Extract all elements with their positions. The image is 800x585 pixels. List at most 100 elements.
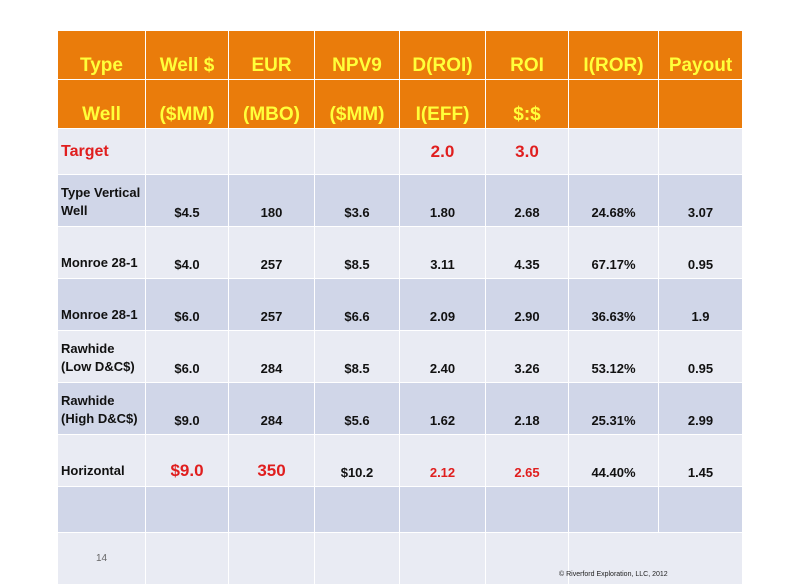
row-npv: $3.6 [314, 174, 400, 227]
copyright-cell: © Riverford Exploration, LLC, 2012 [559, 532, 743, 585]
empty-cell [399, 486, 486, 533]
row-payout: 1.9 [658, 278, 743, 331]
row-d-roi: 2.40 [399, 330, 486, 383]
row-eur: 257 [228, 278, 315, 331]
header-row-1: Type Well $ EUR NPV9 D(ROI) ROI I(ROR) P… [57, 30, 743, 80]
empty-cell [568, 128, 659, 175]
row-payout: 0.95 [658, 330, 743, 383]
header-roi: ROI [485, 30, 569, 80]
empty-cell [485, 486, 569, 533]
row-i-ror: 24.68% [568, 174, 659, 227]
page-number: 14 [57, 532, 146, 585]
row-name: Rawhide (Low D&C$) [57, 330, 146, 383]
header-i-eff: I(EFF) [399, 79, 486, 129]
row-payout: 2.99 [658, 382, 743, 435]
row-i-ror: 53.12% [568, 330, 659, 383]
table-row: Type Vertical Well $4.5 180 $3.6 1.80 2.… [57, 174, 743, 227]
header-i-ror: I(ROR) [568, 30, 659, 80]
row-payout: 3.07 [658, 174, 743, 227]
empty-cell [228, 486, 315, 533]
row-d-roi: 2.09 [399, 278, 486, 331]
empty-cell [314, 128, 400, 175]
row-npv: $10.2 [314, 434, 400, 487]
row-npv: $8.5 [314, 330, 400, 383]
row-eur: 284 [228, 330, 315, 383]
row-d-roi: 1.80 [399, 174, 486, 227]
row-d-roi: 2.12 [399, 434, 486, 487]
row-roi: 4.35 [485, 226, 569, 279]
header-d-roi: D(ROI) [399, 30, 486, 80]
empty-row [57, 486, 743, 533]
well-economics-table: Type Well $ EUR NPV9 D(ROI) ROI I(ROR) P… [57, 30, 743, 585]
target-d-roi: 2.0 [399, 128, 486, 175]
row-well-cost: $6.0 [145, 278, 229, 331]
row-i-ror: 67.17% [568, 226, 659, 279]
header-npv9: NPV9 [314, 30, 400, 80]
row-i-ror: 44.40% [568, 434, 659, 487]
row-npv: $5.6 [314, 382, 400, 435]
header-roi-unit: $:$ [485, 79, 569, 129]
row-eur: 350 [228, 434, 315, 487]
empty-cell [314, 532, 400, 585]
empty-cell [145, 532, 229, 585]
header-eur-unit: (MBO) [228, 79, 315, 129]
row-payout: 1.45 [658, 434, 743, 487]
row-i-ror: 36.63% [568, 278, 659, 331]
header-npv9-unit: ($MM) [314, 79, 400, 129]
empty-cell [145, 128, 229, 175]
row-name: Horizontal [57, 434, 146, 487]
row-d-roi: 3.11 [399, 226, 486, 279]
target-roi: 3.0 [485, 128, 569, 175]
row-roi: 2.18 [485, 382, 569, 435]
header-well: Well [57, 79, 146, 129]
empty-cell [485, 532, 569, 585]
row-name: Monroe 28-1 [57, 226, 146, 279]
row-roi: 2.68 [485, 174, 569, 227]
row-eur: 284 [228, 382, 315, 435]
header-eur: EUR [228, 30, 315, 80]
row-well-cost: $9.0 [145, 434, 229, 487]
empty-cell [568, 486, 659, 533]
empty-cell [399, 532, 486, 585]
table-row: Monroe 28-1 $6.0 257 $6.6 2.09 2.90 36.6… [57, 278, 743, 331]
row-well-cost: $4.0 [145, 226, 229, 279]
footer-row: 14 © Riverford Exploration, LLC, 2012 [57, 532, 743, 585]
table-row: Monroe 28-1 $4.0 257 $8.5 3.11 4.35 67.1… [57, 226, 743, 279]
row-roi: 2.65 [485, 434, 569, 487]
row-well-cost: $6.0 [145, 330, 229, 383]
row-name: Rawhide (High D&C$) [57, 382, 146, 435]
header-type: Type [57, 30, 146, 80]
table-row: Rawhide (High D&C$) $9.0 284 $5.6 1.62 2… [57, 382, 743, 435]
row-well-cost: $4.5 [145, 174, 229, 227]
empty-cell [145, 486, 229, 533]
row-roi: 2.90 [485, 278, 569, 331]
empty-cell [658, 128, 743, 175]
target-label: Target [57, 128, 146, 175]
row-i-ror: 25.31% [568, 382, 659, 435]
copyright-text: © Riverford Exploration, LLC, 2012 [559, 571, 668, 578]
header-row-2: Well ($MM) (MBO) ($MM) I(EFF) $:$ [57, 79, 743, 129]
row-d-roi: 1.62 [399, 382, 486, 435]
target-row: Target 2.0 3.0 [57, 128, 743, 175]
empty-cell [228, 532, 315, 585]
header-payout: Payout [658, 30, 743, 80]
row-payout: 0.95 [658, 226, 743, 279]
table-row: Rawhide (Low D&C$) $6.0 284 $8.5 2.40 3.… [57, 330, 743, 383]
table-row-horizontal: Horizontal $9.0 350 $10.2 2.12 2.65 44.4… [57, 434, 743, 487]
header-well-cost-unit: ($MM) [145, 79, 229, 129]
empty-cell [314, 486, 400, 533]
empty-cell [228, 128, 315, 175]
row-name: Monroe 28-1 [57, 278, 146, 331]
header-i-ror-unit [568, 79, 659, 129]
row-well-cost: $9.0 [145, 382, 229, 435]
row-npv: $8.5 [314, 226, 400, 279]
row-eur: 257 [228, 226, 315, 279]
empty-cell [658, 486, 743, 533]
row-roi: 3.26 [485, 330, 569, 383]
header-well-cost: Well $ [145, 30, 229, 80]
row-npv: $6.6 [314, 278, 400, 331]
empty-cell [57, 486, 146, 533]
row-name: Type Vertical Well [57, 174, 146, 227]
row-eur: 180 [228, 174, 315, 227]
header-payout-unit [658, 79, 743, 129]
